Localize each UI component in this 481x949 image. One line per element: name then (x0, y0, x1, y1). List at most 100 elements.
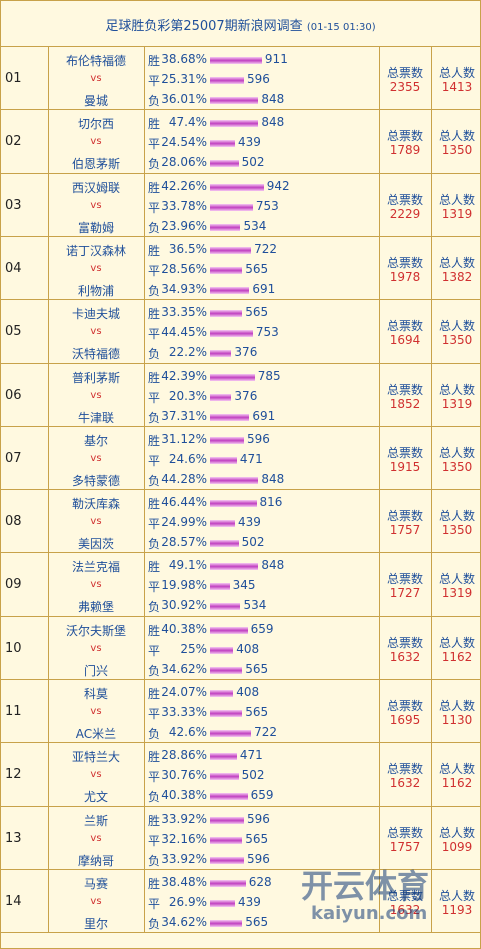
away-team: 门兴 (83, 663, 108, 678)
count: 565 (245, 305, 269, 320)
percent: 30.92% (161, 598, 207, 613)
outcome-label: 胜 (148, 433, 161, 448)
away-team: AC米兰 (75, 727, 117, 741)
count: 376 (234, 345, 258, 360)
percent: 33.78% (161, 198, 207, 213)
bar (210, 140, 236, 148)
total-people: 1193 (441, 902, 473, 917)
bar (210, 476, 259, 484)
bar (210, 603, 241, 611)
percent: 33.92% (161, 851, 207, 866)
total-people: 1319 (441, 586, 473, 601)
percent: 44.45% (161, 325, 207, 340)
home-team: 切尔西 (77, 117, 114, 132)
count: 502 (241, 535, 265, 550)
total-people-label: 总人数 (438, 255, 475, 270)
count: 691 (252, 281, 276, 296)
percent: 19.98% (161, 578, 207, 593)
bar (210, 246, 252, 254)
vs: vs (90, 769, 102, 781)
total-people-label: 总人数 (438, 319, 475, 334)
away-team: 利物浦 (77, 283, 114, 298)
percent: 34.62% (161, 661, 207, 676)
total-votes-label: 总票数 (386, 129, 423, 144)
percent: 24.54% (161, 135, 207, 150)
total-people: 1350 (441, 143, 473, 158)
vs: vs (90, 579, 102, 591)
count: 848 (261, 471, 285, 486)
vs: vs (90, 326, 102, 338)
total-people-label: 总人数 (438, 509, 475, 524)
count: 565 (245, 705, 269, 719)
count: 659 (250, 621, 274, 636)
total-votes: 1757 (389, 523, 421, 538)
bar (210, 666, 243, 674)
count: 439 (238, 515, 261, 530)
match-number: 08 (5, 514, 22, 530)
vs: vs (90, 136, 102, 148)
bar (210, 540, 239, 548)
percent: 28.86% (161, 748, 207, 763)
total-people-label: 总人数 (438, 699, 475, 713)
percent: 36.01% (161, 92, 207, 106)
column-divider (48, 47, 49, 934)
total-votes-label: 总票数 (386, 445, 423, 460)
count: 534 (243, 218, 267, 233)
count: 439 (238, 894, 261, 909)
match-number: 13 (5, 830, 22, 846)
bar (210, 710, 243, 717)
divider (1, 46, 480, 47)
percent: 33.92% (161, 811, 207, 826)
away-team: 弗赖堡 (77, 600, 114, 615)
percent: 28.57% (161, 535, 207, 550)
row-divider (1, 742, 480, 744)
home-team: 亚特兰大 (71, 750, 120, 765)
outcome-label: 负 (148, 157, 161, 172)
bar (210, 520, 236, 528)
total-people-label: 总人数 (438, 382, 475, 397)
total-people-label: 总人数 (438, 825, 475, 840)
percent: 46.44% (161, 495, 207, 510)
count: 596 (246, 851, 270, 866)
count: 596 (246, 811, 270, 826)
vs: vs (90, 832, 102, 844)
home-team: 布伦特福德 (65, 54, 126, 68)
percent: 24.07% (161, 685, 207, 699)
bar (210, 793, 248, 801)
row-divider (1, 425, 480, 427)
count: 848 (261, 558, 285, 573)
match-number: 14 (5, 893, 22, 909)
outcome-label: 平 (148, 896, 161, 911)
match-number: 02 (5, 134, 22, 150)
home-team: 诺丁汉森林 (65, 243, 126, 258)
outcome-label: 平 (148, 390, 161, 405)
away-team: 多特蒙德 (71, 473, 120, 488)
watermark-brand: 开云体育 (301, 867, 430, 905)
count: 816 (259, 495, 283, 510)
total-people: 1413 (441, 80, 473, 94)
bar (210, 413, 250, 421)
total-people-label: 总人数 (438, 635, 475, 650)
count: 345 (232, 578, 256, 593)
outcome-label: 平 (148, 770, 161, 785)
row-divider (1, 552, 480, 554)
match-number: 04 (5, 260, 22, 276)
total-votes-label: 总票数 (386, 382, 423, 397)
percent: 34.93% (161, 281, 207, 296)
outcome-label: 平 (148, 137, 161, 152)
bar (210, 183, 264, 191)
percent: 24.99% (161, 515, 207, 530)
home-team: 科莫 (83, 687, 108, 701)
count: 722 (254, 241, 278, 256)
bar (210, 393, 232, 401)
total-votes-label: 总票数 (386, 888, 423, 903)
match-number: 03 (5, 197, 22, 213)
outcome-label: 胜 (148, 370, 161, 385)
outcome-label: 平 (148, 263, 161, 278)
percent: 25.31% (161, 72, 207, 86)
away-team: 里尔 (83, 916, 108, 931)
bar (210, 730, 252, 737)
vs: vs (90, 73, 102, 84)
vs: vs (90, 389, 102, 401)
